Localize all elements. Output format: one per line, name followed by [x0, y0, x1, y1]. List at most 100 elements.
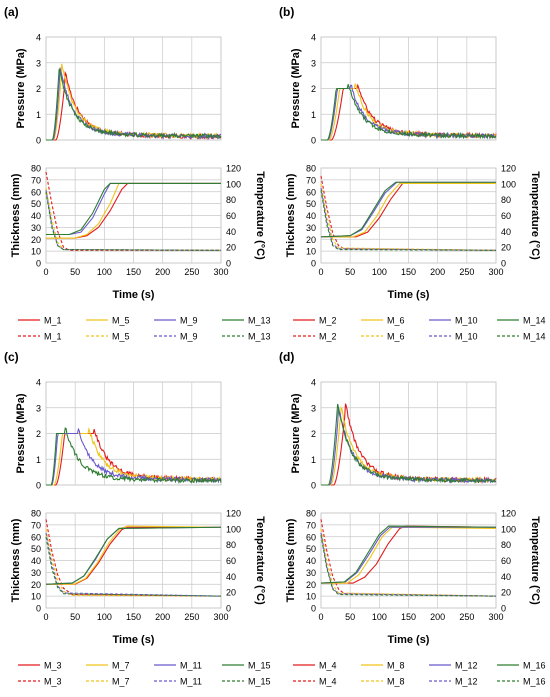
legend-entry: M_4 [293, 661, 337, 671]
y-tick-label: 4 [36, 33, 41, 43]
legend-entry: M_2 [293, 332, 337, 342]
left-tick-label: 30 [306, 568, 316, 578]
right-tick-label: 80 [226, 195, 236, 205]
temperature-series-M_8 [320, 528, 497, 597]
y-tick-label: 3 [311, 403, 316, 413]
legend-label: M_3 [44, 677, 62, 687]
left-axis-label: Thickness (mm) [10, 518, 22, 602]
temperature-series-M_3 [45, 519, 222, 597]
left-tick-label: 20 [306, 580, 316, 590]
left-tick-label: 40 [306, 211, 316, 221]
x-tick-label: 250 [459, 612, 474, 622]
left-tick-label: 40 [31, 211, 41, 221]
x-tick-label: 250 [459, 267, 474, 277]
left-tick-label: 70 [31, 175, 41, 185]
x-tick-label: 100 [372, 612, 387, 622]
left-tick-label: 0 [36, 604, 41, 614]
legend-label: M_1 [44, 316, 62, 326]
x-tick-label: 300 [488, 267, 503, 277]
right-tick-label: 0 [226, 604, 231, 614]
thickness-series-M_7 [46, 525, 222, 585]
legend-entry: M_8 [361, 661, 405, 671]
x-tick-label: 150 [401, 267, 416, 277]
y-tick-label: 0 [311, 136, 316, 146]
left-tick-label: 0 [311, 259, 316, 269]
right-axis-label: Temperature (°C) [254, 171, 266, 260]
y-axis-label: Pressure (MPa) [15, 48, 27, 128]
right-tick-label: 0 [501, 259, 506, 269]
panel-label: (a) [4, 5, 19, 19]
right-tick-label: 100 [226, 179, 241, 189]
y-tick-label: 1 [311, 110, 316, 120]
legend-entry: M_11 [154, 677, 202, 687]
legend-entry: M_8 [361, 677, 405, 687]
x-tick-label: 0 [43, 267, 48, 277]
legend-entry: M_14 [497, 332, 546, 342]
legend-entry: M_3 [18, 661, 62, 671]
legend-entry: M_2 [293, 316, 337, 326]
thickness-series-M_16 [320, 525, 497, 584]
legend-label: M_13 [248, 332, 271, 342]
y-tick-label: 0 [36, 481, 41, 491]
thickness-series-M_14 [320, 181, 496, 238]
legend-label: M_16 [523, 677, 546, 687]
left-tick-label: 70 [306, 175, 316, 185]
y-axis-label: Pressure (MPa) [290, 48, 302, 128]
right-tick-label: 120 [226, 509, 241, 519]
legend-label: M_5 [112, 332, 130, 342]
x-tick-label: 100 [97, 612, 112, 622]
x-tick-label: 200 [430, 612, 445, 622]
left-tick-label: 30 [306, 223, 316, 233]
panel-label: (b) [279, 5, 294, 19]
x-tick-label: 100 [97, 267, 112, 277]
left-tick-label: 20 [31, 580, 41, 590]
left-tick-label: 80 [306, 164, 316, 174]
legend-label: M_1 [44, 332, 62, 342]
right-tick-label: 100 [501, 524, 516, 534]
left-tick-label: 50 [306, 199, 316, 209]
legend-label: M_7 [112, 677, 130, 687]
x-tick-label: 150 [401, 612, 416, 622]
right-tick-label: 20 [226, 588, 236, 598]
left-tick-label: 50 [31, 544, 41, 554]
left-tick-label: 10 [31, 247, 41, 257]
legend-label: M_12 [455, 677, 478, 687]
thickness-series-M_6 [321, 182, 496, 238]
right-tick-label: 40 [226, 227, 236, 237]
left-tick-label: 60 [31, 187, 41, 197]
left-axis-label: Thickness (mm) [285, 518, 297, 602]
x-axis-label: Time (s) [113, 289, 155, 301]
legend-entry: M_16 [497, 677, 546, 687]
x-tick-label: 200 [430, 267, 445, 277]
right-tick-label: 40 [501, 572, 511, 582]
thickness-series-M_12 [320, 526, 496, 584]
legend-label: M_11 [180, 677, 202, 687]
temperature-series-M_7 [45, 528, 222, 597]
temperature-series-M_16 [320, 535, 497, 597]
y-tick-label: 1 [36, 455, 41, 465]
right-tick-label: 60 [226, 211, 236, 221]
right-tick-label: 120 [226, 164, 241, 174]
legend-label: M_6 [387, 332, 405, 342]
y-tick-label: 0 [311, 481, 316, 491]
legend-entry: M_5 [86, 316, 130, 326]
temperature-series-M_2 [320, 175, 497, 251]
right-tick-label: 20 [501, 243, 511, 253]
y-axis-label: Pressure (MPa) [290, 393, 302, 473]
right-tick-label: 20 [226, 243, 236, 253]
x-tick-label: 300 [213, 612, 228, 622]
y-axis-label: Pressure (MPa) [15, 393, 27, 473]
x-tick-label: 50 [70, 612, 80, 622]
x-tick-label: 200 [155, 267, 170, 277]
legend-label: M_9 [180, 316, 198, 326]
x-tick-label: 250 [184, 267, 199, 277]
left-tick-label: 10 [306, 592, 316, 602]
y-tick-label: 2 [311, 429, 316, 439]
y-tick-label: 4 [36, 378, 41, 388]
left-tick-label: 50 [306, 544, 316, 554]
legend-label: M_5 [112, 316, 130, 326]
legend-entry: M_13 [222, 316, 271, 326]
left-tick-label: 60 [31, 532, 41, 542]
